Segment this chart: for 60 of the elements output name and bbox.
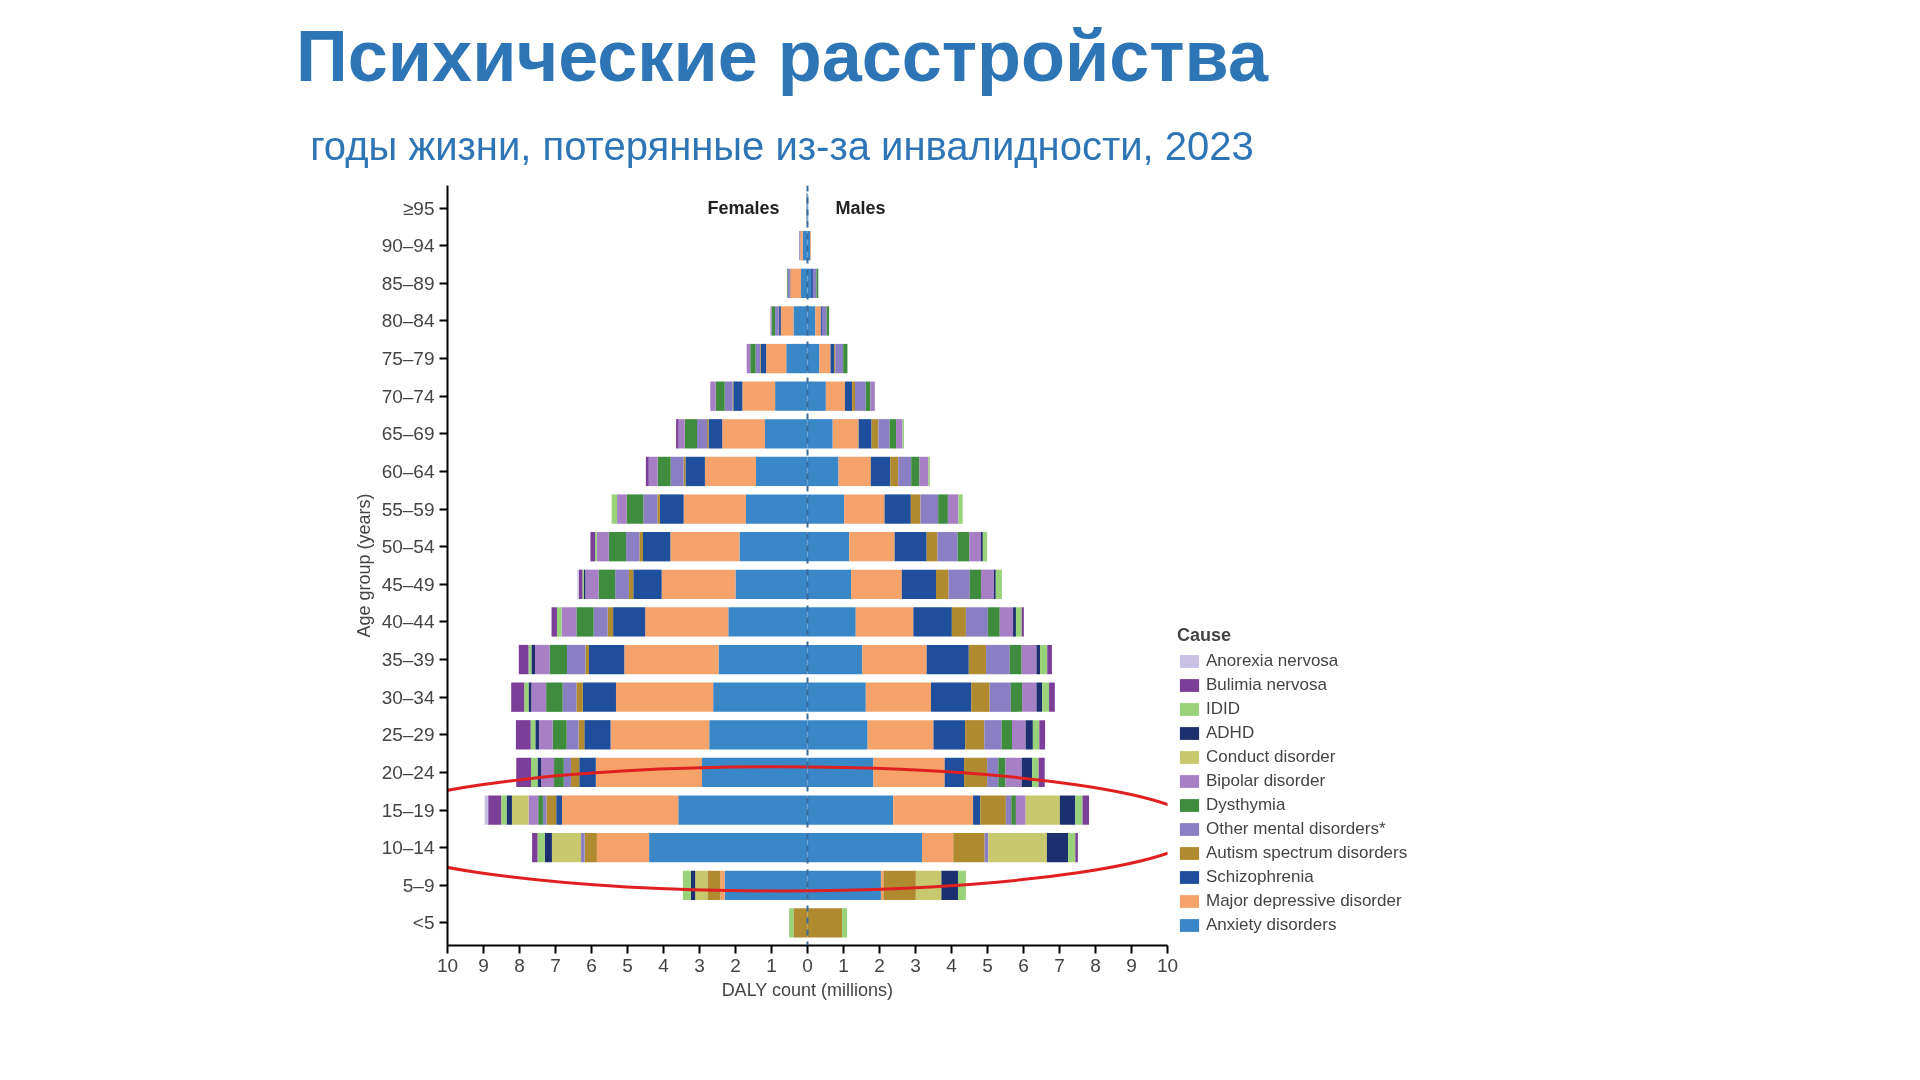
y-tick-label: 70–74	[381, 385, 435, 407]
x-tick-label: 4	[946, 954, 958, 976]
legend-label: IDID	[1206, 698, 1240, 719]
y-tick-label: 15–19	[381, 799, 435, 821]
x-tick-label: 8	[1090, 954, 1101, 976]
x-tick-label: 10	[1156, 954, 1179, 976]
legend-label: Conduct disorder	[1206, 746, 1336, 767]
y-tick-label: 20–24	[381, 761, 435, 783]
y-tick-label: 45–49	[381, 573, 435, 595]
x-tick-label: 1	[838, 954, 849, 976]
legend-label: ADHD	[1206, 722, 1255, 743]
x-tick-label: 5	[622, 954, 633, 976]
x-tick-label: 4	[658, 954, 670, 976]
y-tick-label: 40–44	[381, 611, 435, 633]
x-tick-label: 0	[802, 954, 813, 976]
chart-subtitle: годы жизни, потерянные из-за инвалидности, 2023	[310, 122, 1254, 170]
y-tick-label: 90–94	[381, 235, 435, 257]
legend-label: Dysthymia	[1206, 794, 1286, 815]
legend-label: Bipolar disorder	[1206, 770, 1326, 791]
legend-title: Cause	[1177, 624, 1233, 646]
legend-label: Autism spectrum disorders	[1206, 842, 1408, 863]
legend-label: Anorexia nervosa	[1206, 650, 1339, 671]
x-tick-label: 3	[694, 954, 705, 976]
x-tick-label: 1	[766, 954, 777, 976]
x-tick-label: 2	[730, 954, 741, 976]
y-tick-label: 30–34	[381, 686, 435, 708]
x-tick-label: 5	[982, 954, 993, 976]
y-tick-label: 10–14	[381, 837, 435, 859]
x-tick-label: 9	[1126, 954, 1137, 976]
y-tick-label: 5–9	[402, 874, 435, 896]
legend-label: Major depressive disorder	[1206, 890, 1402, 911]
y-tick-label: 80–84	[381, 310, 435, 332]
x-tick-label: 9	[478, 954, 489, 976]
x-tick-label: 3	[910, 954, 921, 976]
y-tick-label: 35–39	[381, 649, 435, 671]
x-tick-label: 10	[436, 954, 459, 976]
x-tick-label: 7	[550, 954, 561, 976]
x-axis-title: DALY count (millions)	[721, 979, 894, 1000]
legend-label: Other mental disorders*	[1206, 818, 1386, 839]
x-tick-label: 6	[586, 954, 597, 976]
x-tick-label: 2	[874, 954, 885, 976]
y-tick-label: 60–64	[381, 460, 435, 482]
x-tick-label: 6	[1018, 954, 1029, 976]
legend-label: Schizophrenia	[1206, 866, 1314, 887]
legend-label: Anxiety disorders	[1206, 914, 1337, 935]
annotation: Females	[707, 198, 780, 219]
y-tick-label: 50–54	[381, 536, 435, 558]
legend-label: Bulimia nervosa	[1206, 674, 1327, 695]
y-tick-label: 55–59	[381, 498, 435, 520]
x-tick-label: 8	[514, 954, 525, 976]
x-tick-label: 7	[1054, 954, 1065, 976]
y-tick-label: ≥95	[402, 197, 435, 219]
y-tick-label: 85–89	[381, 272, 435, 294]
y-tick-label: <5	[412, 912, 435, 934]
y-axis-title: Age group (years)	[353, 493, 374, 638]
y-tick-label: 75–79	[381, 348, 435, 370]
y-tick-label: 65–69	[381, 423, 435, 445]
y-tick-label: 25–29	[381, 724, 435, 746]
chart-title: Психические расстройства	[296, 15, 1268, 98]
annotation: Males	[835, 198, 886, 219]
